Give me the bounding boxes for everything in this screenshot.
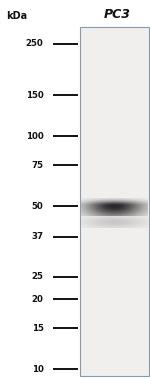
Text: 150: 150 xyxy=(26,91,44,100)
Text: 50: 50 xyxy=(32,202,44,211)
Text: 15: 15 xyxy=(32,324,44,333)
Text: kDa: kDa xyxy=(6,11,27,21)
Text: 20: 20 xyxy=(32,295,44,304)
Text: 250: 250 xyxy=(26,39,44,48)
Text: 10: 10 xyxy=(32,365,44,374)
Text: PC3: PC3 xyxy=(104,8,131,21)
Text: 37: 37 xyxy=(31,232,44,241)
Bar xyxy=(80,27,148,376)
Text: 25: 25 xyxy=(32,272,44,281)
Text: 75: 75 xyxy=(32,161,44,170)
Text: 100: 100 xyxy=(26,132,44,141)
